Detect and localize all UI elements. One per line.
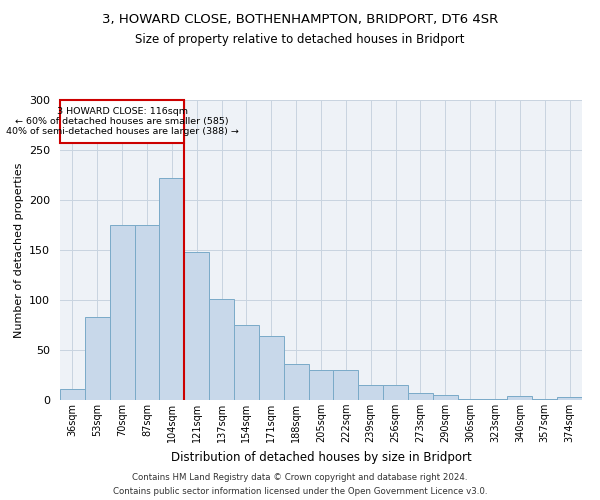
Text: 3, HOWARD CLOSE, BOTHENHAMPTON, BRIDPORT, DT6 4SR: 3, HOWARD CLOSE, BOTHENHAMPTON, BRIDPORT… [102,12,498,26]
Bar [532,399,557,400]
Bar [184,252,209,400]
Bar [234,325,259,400]
Bar [160,178,184,400]
Text: Contains public sector information licensed under the Open Government Licence v3: Contains public sector information licen… [113,488,487,496]
Bar [557,397,582,400]
Bar [358,385,383,400]
Text: Size of property relative to detached houses in Bridport: Size of property relative to detached ho… [135,32,465,46]
Text: ← 60% of detached houses are smaller (585): ← 60% of detached houses are smaller (58… [16,117,229,126]
Bar [334,370,358,400]
Text: 3 HOWARD CLOSE: 116sqm: 3 HOWARD CLOSE: 116sqm [56,107,188,116]
Bar [284,364,308,400]
Y-axis label: Number of detached properties: Number of detached properties [14,162,23,338]
Bar [134,225,160,400]
Bar [308,370,334,400]
Bar [508,396,532,400]
Bar [482,399,508,400]
Bar [433,395,458,400]
Bar [408,393,433,400]
Bar [85,317,110,400]
Bar [209,299,234,400]
Bar [60,100,184,143]
Bar [259,336,284,400]
Text: 40% of semi-detached houses are larger (388) →: 40% of semi-detached houses are larger (… [6,127,239,136]
Bar [458,399,482,400]
Bar [383,385,408,400]
Bar [110,225,134,400]
Bar [60,389,85,400]
X-axis label: Distribution of detached houses by size in Bridport: Distribution of detached houses by size … [170,450,472,464]
Text: Contains HM Land Registry data © Crown copyright and database right 2024.: Contains HM Land Registry data © Crown c… [132,472,468,482]
